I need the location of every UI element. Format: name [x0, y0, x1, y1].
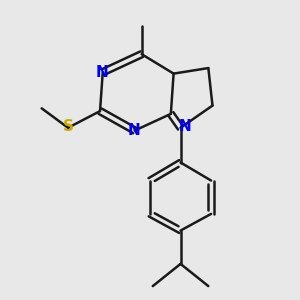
- Text: N: N: [96, 65, 109, 80]
- Text: S: S: [63, 119, 74, 134]
- Text: N: N: [178, 119, 191, 134]
- Text: N: N: [128, 123, 140, 138]
